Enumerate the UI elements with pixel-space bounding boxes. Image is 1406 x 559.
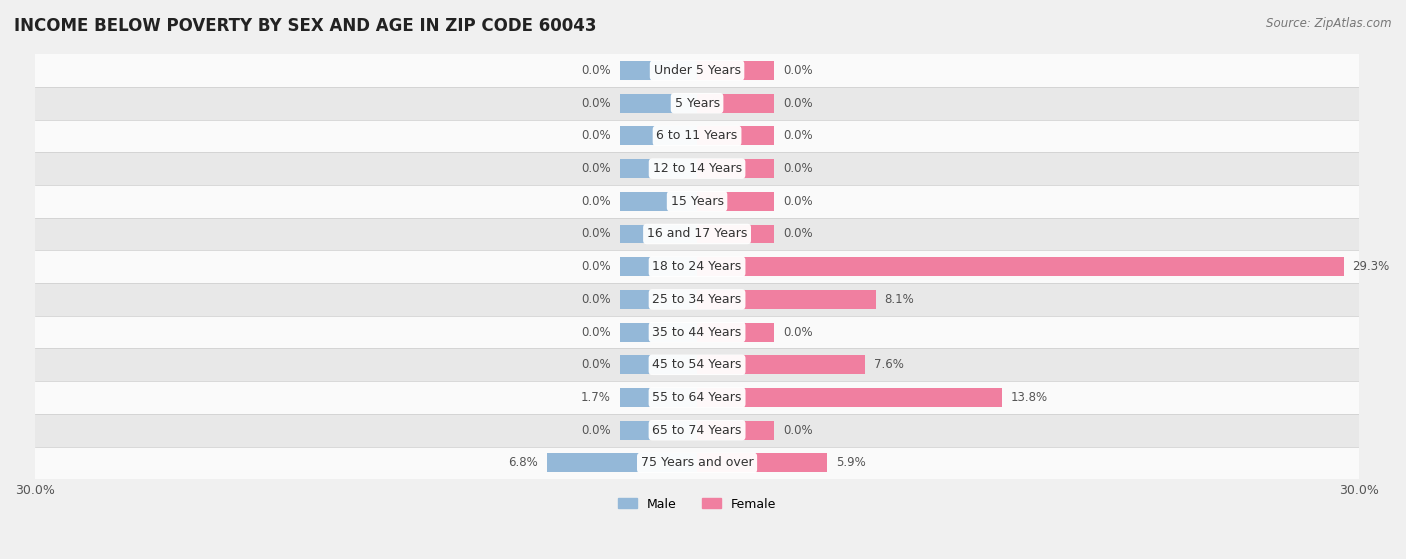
Bar	[35, 250, 1360, 283]
Bar	[620, 421, 697, 440]
Bar	[35, 447, 1360, 479]
Bar	[697, 126, 775, 145]
Text: Under 5 Years: Under 5 Years	[654, 64, 741, 77]
Bar	[35, 348, 1360, 381]
Text: 0.0%: 0.0%	[581, 325, 612, 339]
Text: 0.0%: 0.0%	[581, 424, 612, 437]
Bar	[547, 453, 697, 472]
Text: 1.7%: 1.7%	[581, 391, 612, 404]
Bar	[697, 257, 1344, 276]
Bar	[697, 192, 775, 211]
Bar	[697, 290, 876, 309]
Text: 0.0%: 0.0%	[581, 129, 612, 143]
Text: 0.0%: 0.0%	[581, 293, 612, 306]
Bar	[35, 120, 1360, 152]
Bar	[35, 185, 1360, 217]
Text: 0.0%: 0.0%	[581, 162, 612, 175]
Text: Source: ZipAtlas.com: Source: ZipAtlas.com	[1267, 17, 1392, 30]
Text: 0.0%: 0.0%	[783, 162, 813, 175]
Bar	[35, 316, 1360, 348]
Text: 29.3%: 29.3%	[1353, 260, 1389, 273]
Bar	[35, 283, 1360, 316]
Bar	[697, 356, 865, 375]
Bar	[620, 290, 697, 309]
Text: 18 to 24 Years: 18 to 24 Years	[652, 260, 742, 273]
Bar	[620, 192, 697, 211]
Bar	[697, 323, 775, 342]
Text: 0.0%: 0.0%	[783, 325, 813, 339]
Bar	[697, 61, 775, 80]
Text: 6.8%: 6.8%	[509, 456, 538, 470]
Text: 0.0%: 0.0%	[783, 424, 813, 437]
Bar	[620, 94, 697, 113]
Bar	[35, 217, 1360, 250]
Text: 0.0%: 0.0%	[783, 129, 813, 143]
Text: 0.0%: 0.0%	[783, 228, 813, 240]
Text: 65 to 74 Years: 65 to 74 Years	[652, 424, 742, 437]
Bar	[620, 388, 697, 407]
Text: 0.0%: 0.0%	[783, 64, 813, 77]
Text: 5 Years: 5 Years	[675, 97, 720, 110]
Text: 45 to 54 Years: 45 to 54 Years	[652, 358, 742, 371]
Text: 15 Years: 15 Years	[671, 195, 724, 208]
Text: 0.0%: 0.0%	[581, 64, 612, 77]
Bar	[620, 323, 697, 342]
Text: 0.0%: 0.0%	[783, 195, 813, 208]
Bar	[697, 159, 775, 178]
Bar	[620, 61, 697, 80]
Bar	[35, 414, 1360, 447]
Bar	[620, 126, 697, 145]
Text: 75 Years and over: 75 Years and over	[641, 456, 754, 470]
Text: 0.0%: 0.0%	[581, 358, 612, 371]
Text: 0.0%: 0.0%	[581, 97, 612, 110]
Text: 8.1%: 8.1%	[884, 293, 914, 306]
Bar	[620, 356, 697, 375]
Bar	[35, 87, 1360, 120]
Text: 6 to 11 Years: 6 to 11 Years	[657, 129, 738, 143]
Bar	[35, 381, 1360, 414]
Text: 7.6%: 7.6%	[873, 358, 904, 371]
Bar	[35, 54, 1360, 87]
Bar	[697, 94, 775, 113]
Text: 0.0%: 0.0%	[581, 228, 612, 240]
Bar	[697, 453, 827, 472]
Bar	[697, 225, 775, 244]
Text: 13.8%: 13.8%	[1011, 391, 1047, 404]
Text: 55 to 64 Years: 55 to 64 Years	[652, 391, 742, 404]
Bar	[620, 225, 697, 244]
Text: 0.0%: 0.0%	[581, 195, 612, 208]
Text: INCOME BELOW POVERTY BY SEX AND AGE IN ZIP CODE 60043: INCOME BELOW POVERTY BY SEX AND AGE IN Z…	[14, 17, 596, 35]
Text: 35 to 44 Years: 35 to 44 Years	[652, 325, 742, 339]
Text: 25 to 34 Years: 25 to 34 Years	[652, 293, 742, 306]
Bar	[697, 421, 775, 440]
Text: 0.0%: 0.0%	[581, 260, 612, 273]
Text: 16 and 17 Years: 16 and 17 Years	[647, 228, 747, 240]
Legend: Male, Female: Male, Female	[613, 492, 780, 515]
Bar	[620, 159, 697, 178]
Text: 12 to 14 Years: 12 to 14 Years	[652, 162, 741, 175]
Text: 0.0%: 0.0%	[783, 97, 813, 110]
Bar	[35, 152, 1360, 185]
Bar	[620, 257, 697, 276]
Bar	[697, 388, 1001, 407]
Text: 5.9%: 5.9%	[837, 456, 866, 470]
